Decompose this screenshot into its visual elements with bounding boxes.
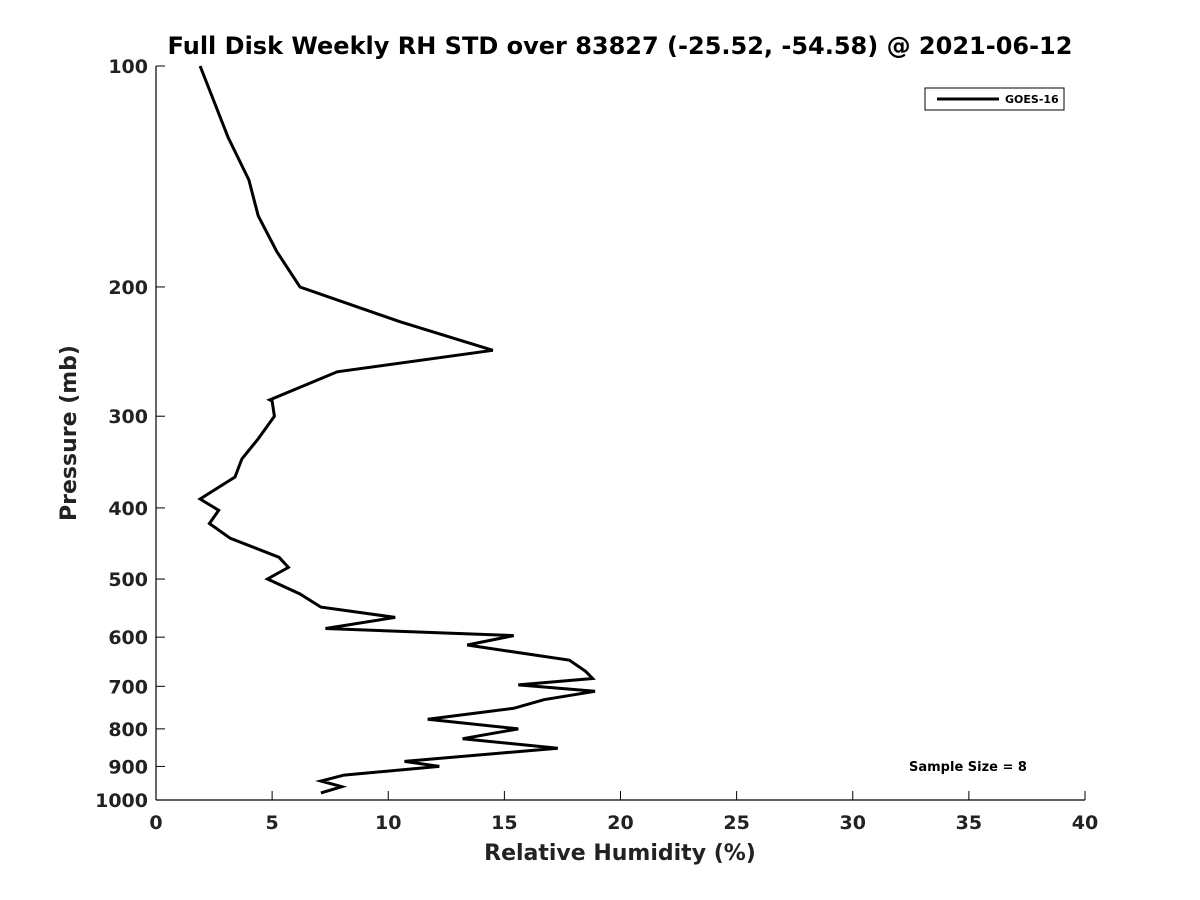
x-axis-label: Relative Humidity (%) bbox=[484, 841, 756, 866]
y-tick-label: 400 bbox=[108, 498, 148, 520]
y-tick-label: 900 bbox=[108, 756, 148, 778]
x-tick-label: 35 bbox=[956, 812, 982, 834]
x-tick-label: 25 bbox=[723, 812, 749, 834]
x-tick-label: 20 bbox=[607, 812, 633, 834]
x-tick-label: 40 bbox=[1072, 812, 1098, 834]
x-axis-ticks: 0 5 10 15 20 25 30 35 40 bbox=[149, 791, 1098, 834]
y-axis-ticks: 100 200 300 400 500 600 700 800 900 1000 bbox=[95, 56, 165, 812]
y-tick-label: 300 bbox=[108, 406, 148, 428]
y-tick-label: 800 bbox=[108, 719, 148, 741]
chart-title: Full Disk Weekly RH STD over 83827 (-25.… bbox=[168, 32, 1073, 60]
y-tick-label: 100 bbox=[108, 56, 148, 78]
x-tick-label: 15 bbox=[491, 812, 517, 834]
y-tick-label: 1000 bbox=[95, 790, 148, 812]
y-tick-label: 500 bbox=[108, 569, 148, 591]
series-layer bbox=[197, 65, 596, 795]
y-tick-label: 200 bbox=[108, 277, 148, 299]
legend-label-goes-16: GOES-16 bbox=[1005, 93, 1059, 106]
y-tick-label: 600 bbox=[108, 627, 148, 649]
y-tick-label: 700 bbox=[108, 676, 148, 698]
y-axis-label: Pressure (mb) bbox=[57, 345, 82, 521]
series-line-goes-16 bbox=[197, 65, 596, 795]
x-tick-label: 10 bbox=[375, 812, 401, 834]
x-tick-label: 5 bbox=[266, 812, 279, 834]
x-tick-label: 0 bbox=[149, 812, 162, 834]
x-tick-label: 30 bbox=[840, 812, 866, 834]
sample-size-annotation: Sample Size = 8 bbox=[909, 760, 1027, 775]
legend: GOES-16 bbox=[924, 87, 1065, 111]
